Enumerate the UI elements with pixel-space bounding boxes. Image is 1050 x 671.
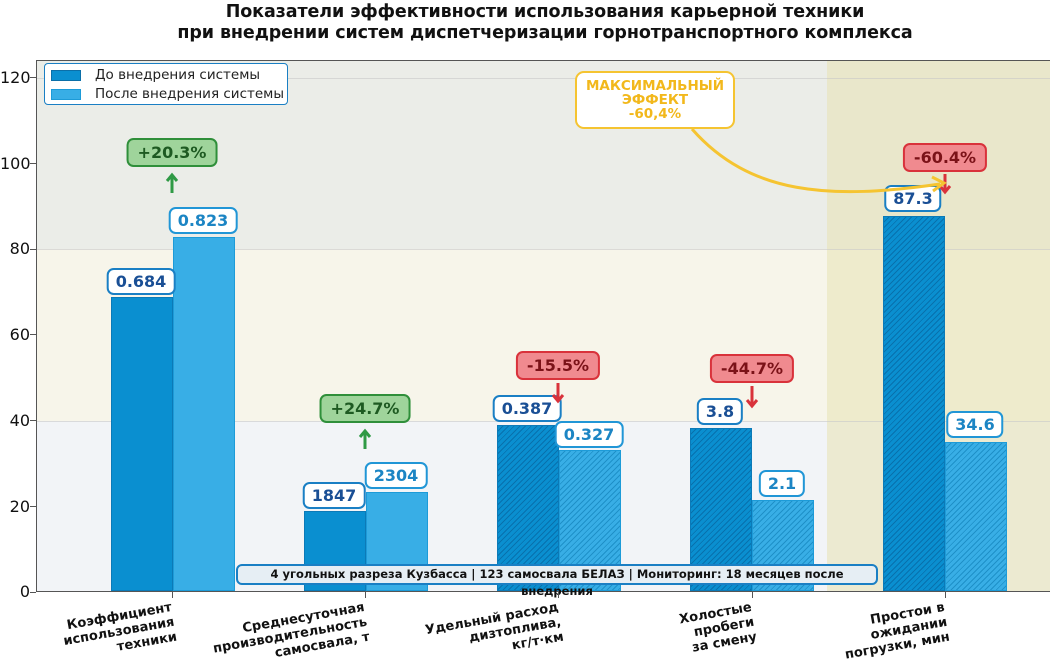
change-badge-negative: -60.4% xyxy=(902,143,988,172)
value-label-after: 34.6 xyxy=(946,411,1004,438)
max-effect-callout: МАКСИМАЛЬНЫЙ ЭФФЕКТ -60,4% xyxy=(575,71,735,129)
value-label-after: 2.1 xyxy=(758,470,806,497)
change-badge-negative: -44.7% xyxy=(709,354,795,383)
chart-title-line2: при внедрении систем диспетчеризации гор… xyxy=(177,23,913,43)
y-tick-mark xyxy=(30,506,36,507)
bar-before-utilization[interactable] xyxy=(111,297,173,591)
chart-title: Показатели эффективности использования к… xyxy=(0,2,1050,44)
x-tick-mark xyxy=(752,592,753,598)
arrow-down-icon xyxy=(745,386,759,409)
bar-before-fuel[interactable] xyxy=(497,425,559,591)
value-label-before: 1847 xyxy=(302,482,366,509)
change-badge-positive: +20.3% xyxy=(126,138,218,167)
y-tick-label: 0 xyxy=(19,582,30,601)
value-label-before: 0.684 xyxy=(106,268,176,295)
legend-label-before: До внедрения системы xyxy=(95,67,261,83)
y-tick-label: 20 xyxy=(9,497,30,516)
value-label-after: 2304 xyxy=(364,462,428,489)
legend-swatch-before xyxy=(51,69,81,81)
x-tick-mark xyxy=(172,592,173,598)
x-label-idle-runs: Холостые пробеги за смену xyxy=(677,600,758,656)
x-tick-mark xyxy=(365,592,366,598)
y-tick-mark xyxy=(30,77,36,78)
max-effect-curve-arrow-icon xyxy=(690,128,947,194)
legend-label-after: После внедрения системы xyxy=(95,86,284,102)
y-tick-label: 100 xyxy=(0,154,31,173)
x-tick-mark xyxy=(558,592,559,598)
y-tick-label: 60 xyxy=(9,325,30,344)
y-tick-mark xyxy=(30,334,36,335)
y-tick-mark xyxy=(30,592,36,593)
legend-item-after[interactable]: После внедрения системы xyxy=(51,86,284,102)
change-badge-negative: -15.5% xyxy=(515,351,601,380)
y-tick-mark xyxy=(30,249,36,250)
y-tick-label: 80 xyxy=(9,239,30,258)
value-label-before: 3.8 xyxy=(696,398,744,425)
legend: До внедрения системы После внедрения сис… xyxy=(44,63,288,105)
value-label-after: 0.327 xyxy=(554,421,624,448)
arrow-down-icon xyxy=(551,383,565,404)
y-tick-label: 120 xyxy=(0,68,31,87)
arrow-up-icon xyxy=(165,172,179,193)
x-label-productivity: Среднесуточная производительность самосв… xyxy=(211,600,371,661)
bar-before-loading-downtime[interactable] xyxy=(883,216,945,591)
max-effect-line3: -60,4% xyxy=(628,106,682,122)
y-tick-mark xyxy=(30,420,36,421)
value-label-after: 0.823 xyxy=(168,207,238,234)
bar-after-loading-downtime[interactable] xyxy=(945,442,1007,591)
max-effect-line1: МАКСИМАЛЬНЫЙ xyxy=(585,78,725,94)
bar-before-idle-runs[interactable] xyxy=(690,428,752,591)
legend-swatch-after xyxy=(51,88,81,100)
x-label-utilization: Коэффициент использования техники xyxy=(61,600,178,655)
max-effect-line2: ЭФФЕКТ xyxy=(621,92,689,108)
footnote-box: 4 угольных разреза Кузбасса | 123 самосв… xyxy=(236,564,878,598)
arrow-up-icon xyxy=(358,428,372,449)
x-label-fuel: Удельный расход дизтоплива, кг/т·км xyxy=(423,600,565,654)
y-tick-label: 40 xyxy=(9,411,30,430)
change-badge-positive: +24.7% xyxy=(319,394,411,423)
y-tick-mark xyxy=(30,163,36,164)
legend-item-before[interactable]: До внедрения системы xyxy=(51,67,260,83)
bar-after-utilization[interactable] xyxy=(173,237,235,591)
gridline xyxy=(37,78,1050,79)
chart-title-line1: Показатели эффективности использования к… xyxy=(225,2,865,22)
value-label-before: 0.387 xyxy=(492,395,562,422)
gridline xyxy=(37,249,1050,250)
x-tick-mark xyxy=(945,592,946,598)
x-label-loading-downtime: Простои в ожидании погрузки, мин xyxy=(843,600,951,663)
